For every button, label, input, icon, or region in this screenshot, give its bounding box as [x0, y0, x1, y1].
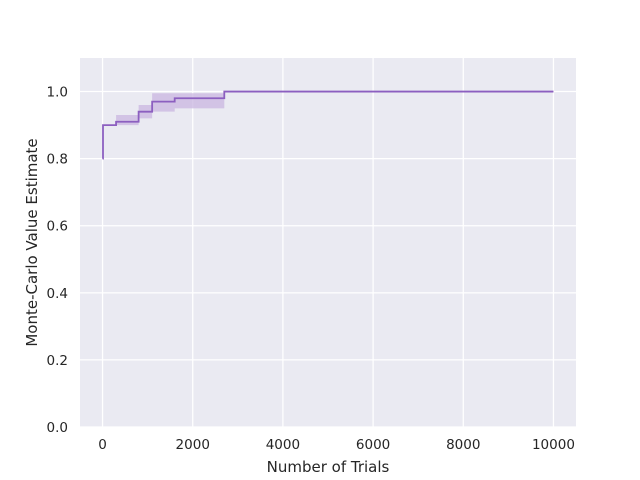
y-tick-label: 1.0 [47, 85, 68, 101]
y-tick-label: 0.8 [47, 152, 68, 168]
x-tick-label: 4000 [266, 437, 300, 453]
x-tick-label: 6000 [356, 437, 390, 453]
series-line [102, 90, 554, 160]
x-tick-label: 2000 [176, 437, 210, 453]
x-tick-label: 8000 [446, 437, 480, 453]
y-tick-label: 0.4 [47, 286, 68, 302]
x-tick-label: 10000 [532, 437, 575, 453]
y-tick-label: 0.6 [47, 219, 68, 235]
plot-area [80, 58, 576, 427]
x-axis-label: Number of Trials [267, 458, 390, 476]
series-lines [102, 90, 554, 160]
x-tick-labels: 0 2000 4000 6000 8000 10000 [98, 437, 575, 453]
y-axis-label: Monte-Carlo Value Estimate [23, 138, 41, 346]
x-tick-label: 0 [98, 437, 107, 453]
confidence-band [116, 91, 225, 126]
y-tick-labels: 0.0 0.2 0.4 0.6 0.8 1.0 [47, 85, 68, 436]
y-tick-label: 0.2 [47, 353, 68, 369]
gridlines [80, 58, 576, 428]
y-tick-label: 0.0 [47, 420, 68, 436]
confidence-bands [116, 91, 225, 126]
